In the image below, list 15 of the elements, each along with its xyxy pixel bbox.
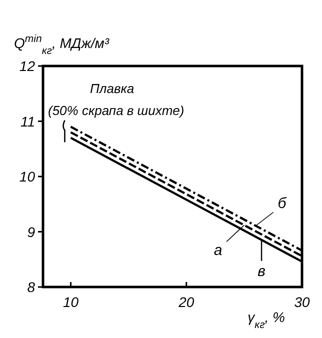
x-tick-label: 30 — [294, 294, 310, 310]
y-tick-label: 12 — [19, 58, 36, 74]
x-axis-title: γ$_{кг}$, % — [248, 309, 285, 331]
legend-label: в — [258, 262, 266, 280]
y-axis-title: Q$^{min}$$_{кг}$, МДж/м³ — [14, 33, 110, 57]
x-tick-label: 20 — [178, 294, 194, 310]
annotation: (50% скрапа в шихте) — [48, 103, 184, 118]
legend-label: а — [214, 242, 222, 260]
annotation: Плавка — [90, 81, 134, 96]
y-tick-label: 9 — [27, 224, 36, 240]
series-label: б — [278, 194, 287, 212]
x-tick-label: 10 — [62, 294, 79, 310]
y-tick-label: 8 — [27, 279, 36, 295]
y-tick-label: 10 — [19, 168, 36, 184]
y-tick-label: 11 — [20, 113, 35, 130]
